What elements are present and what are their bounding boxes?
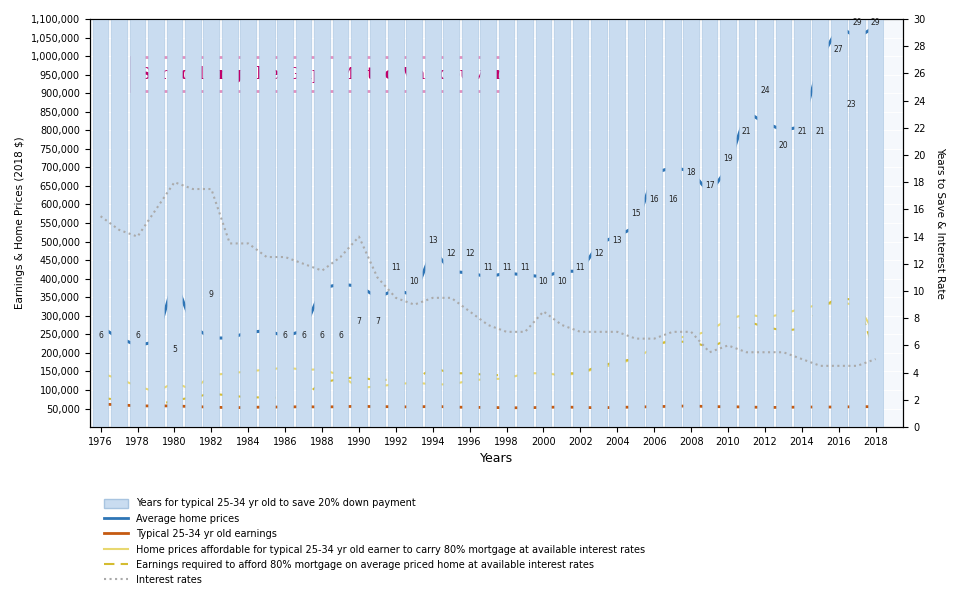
Bar [148, 19, 164, 427]
Text: 23: 23 [847, 100, 856, 109]
Text: 11: 11 [520, 263, 530, 272]
Bar [720, 19, 736, 427]
Bar [554, 19, 570, 427]
Bar [185, 19, 201, 427]
Bar [499, 19, 515, 427]
Bar [240, 19, 256, 427]
Bar [646, 19, 662, 427]
Bar [591, 19, 607, 427]
Bar [314, 19, 330, 427]
Text: 12: 12 [594, 250, 604, 259]
Text: 10: 10 [557, 276, 566, 286]
Bar [536, 19, 551, 427]
Text: 29: 29 [852, 18, 862, 27]
Text: 9: 9 [209, 290, 214, 299]
Bar [370, 19, 385, 427]
Text: 18: 18 [686, 168, 696, 177]
Text: 12: 12 [446, 250, 456, 259]
X-axis label: Years: Years [480, 452, 513, 466]
Bar [610, 19, 625, 427]
Text: 10: 10 [410, 276, 420, 286]
Bar [167, 19, 182, 427]
Bar [517, 19, 533, 427]
Bar [111, 19, 127, 427]
Bar [850, 19, 865, 427]
Bar [480, 19, 496, 427]
Text: 5: 5 [172, 345, 177, 353]
Bar [628, 19, 643, 427]
Text: 11: 11 [484, 263, 492, 272]
Text: 27: 27 [834, 46, 844, 55]
Bar [333, 19, 348, 427]
Bar [277, 19, 293, 427]
Text: 17: 17 [705, 181, 714, 190]
Bar [425, 19, 441, 427]
Text: 16: 16 [649, 195, 659, 204]
Text: 6: 6 [282, 331, 288, 340]
Text: 16: 16 [668, 195, 678, 204]
Y-axis label: Earnings & Home Prices (2018 $): Earnings & Home Prices (2018 $) [15, 137, 25, 310]
Bar [93, 19, 108, 427]
Bar [444, 19, 459, 427]
Text: 13: 13 [428, 236, 438, 245]
Bar [702, 19, 717, 427]
Bar [259, 19, 275, 427]
Text: 6: 6 [98, 331, 103, 340]
Text: 10: 10 [539, 276, 548, 286]
Text: 21: 21 [797, 127, 806, 136]
Text: Straddling the Gap: Metro Vancouver: Straddling the Gap: Metro Vancouver [139, 66, 504, 82]
Text: 11: 11 [576, 263, 586, 272]
Text: 6: 6 [301, 331, 306, 340]
Text: 21: 21 [742, 127, 752, 136]
Text: 15: 15 [631, 209, 640, 218]
Bar [351, 19, 367, 427]
Text: 6: 6 [135, 331, 140, 340]
Bar [462, 19, 477, 427]
Bar [831, 19, 847, 427]
Bar [222, 19, 238, 427]
Bar [684, 19, 699, 427]
Text: 11: 11 [391, 263, 400, 272]
Bar [130, 19, 145, 427]
Text: 6: 6 [320, 331, 324, 340]
Text: 7: 7 [375, 317, 380, 326]
Text: 12: 12 [465, 250, 474, 259]
Text: 19: 19 [723, 154, 732, 163]
Text: 20: 20 [779, 141, 788, 149]
Bar [572, 19, 588, 427]
Bar [406, 19, 422, 427]
Y-axis label: Years to Save & Interest Rate: Years to Save & Interest Rate [935, 147, 945, 299]
Bar [776, 19, 791, 427]
Bar [665, 19, 681, 427]
Text: 24: 24 [760, 86, 770, 95]
Text: 11: 11 [502, 263, 512, 272]
Text: 6: 6 [338, 331, 343, 340]
Bar [738, 19, 755, 427]
Text: 29: 29 [871, 18, 880, 27]
Bar [757, 19, 773, 427]
Bar [204, 19, 219, 427]
Legend: Years for typical 25-34 yr old to save 20% down payment, Average home prices, Ty: Years for typical 25-34 yr old to save 2… [101, 496, 648, 588]
Bar [388, 19, 404, 427]
Bar [812, 19, 828, 427]
Text: 7: 7 [356, 317, 361, 326]
Bar [296, 19, 311, 427]
Text: 21: 21 [816, 127, 825, 136]
Text: 13: 13 [612, 236, 622, 245]
Bar [868, 19, 883, 427]
Bar [794, 19, 809, 427]
